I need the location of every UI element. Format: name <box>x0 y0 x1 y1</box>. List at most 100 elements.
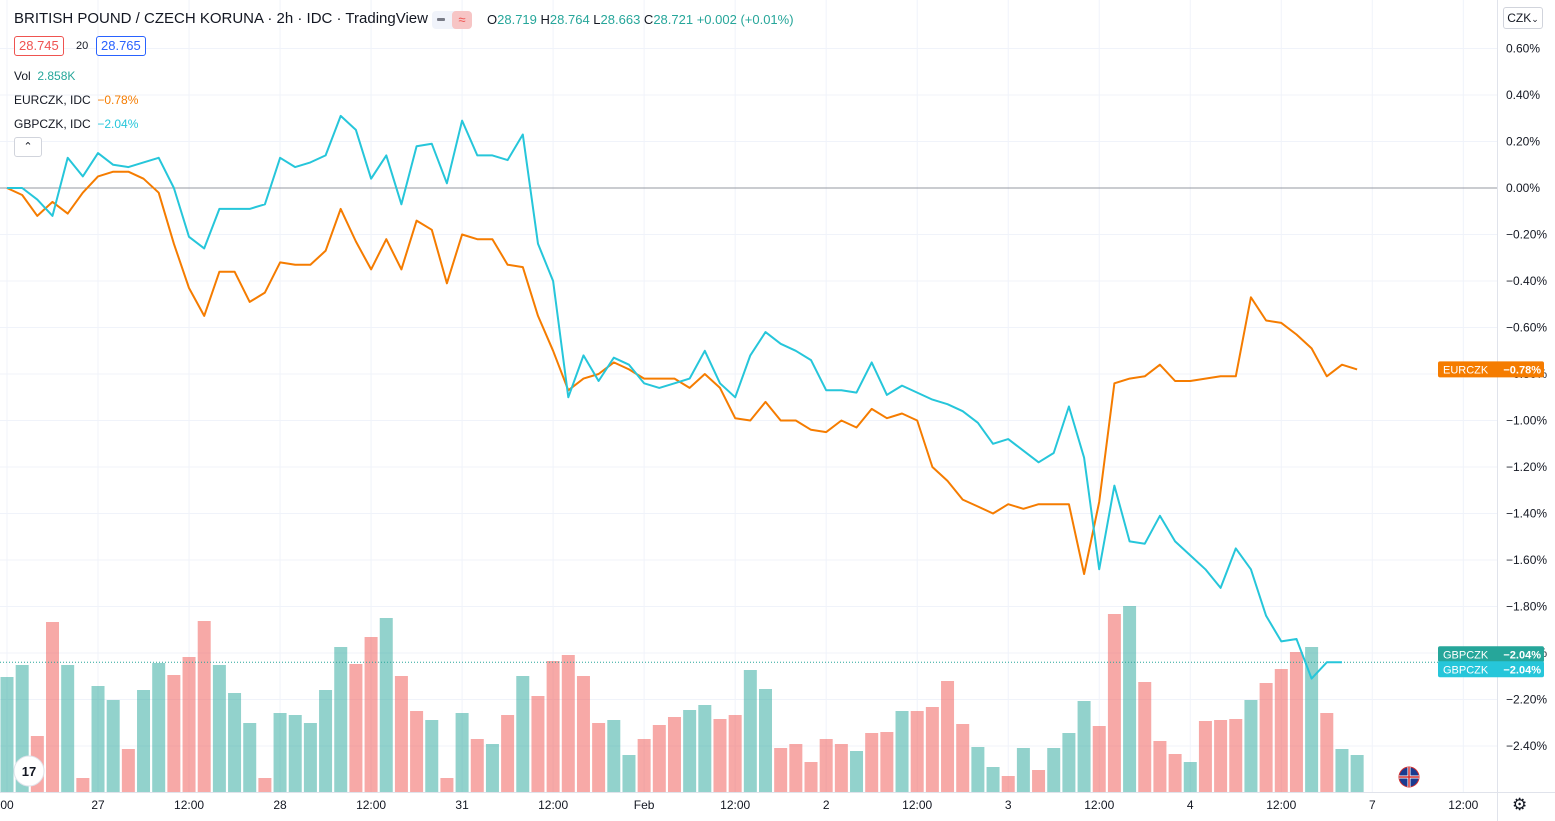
volume-bar <box>212 665 226 792</box>
volume-bar <box>455 713 469 792</box>
volume-bar <box>167 675 181 792</box>
volume-bar <box>652 725 666 792</box>
volume-bar <box>834 744 848 792</box>
volume-bar <box>349 664 363 792</box>
price-label-name: GBPCZK <box>1443 649 1489 661</box>
y-tick-label: −1.60% <box>1506 553 1547 567</box>
volume-bar <box>288 715 302 792</box>
volume-bar <box>425 720 439 792</box>
volume-bar <box>1062 733 1076 792</box>
x-tick-label: 7 <box>1369 798 1376 812</box>
y-tick-label: 0.20% <box>1506 135 1540 149</box>
volume-bar <box>956 724 970 792</box>
collapse-legend-button[interactable]: ⌃ <box>14 137 42 157</box>
y-tick-label: −1.00% <box>1506 414 1547 428</box>
y-tick-label: 0.60% <box>1506 42 1540 56</box>
legend-eurczk[interactable]: EURCZK, IDC −0.78% <box>14 93 139 107</box>
price-label-name: EURCZK <box>1443 364 1489 376</box>
gear-icon[interactable]: ⚙ <box>1512 795 1528 814</box>
volume-bar <box>1092 726 1106 792</box>
volume-bar <box>713 719 727 792</box>
y-tick-label: −0.40% <box>1506 274 1547 288</box>
volume-bar <box>303 723 317 792</box>
x-tick-label: 12:00 <box>1084 798 1114 812</box>
volume-legend[interactable]: Vol 2.858K <box>14 69 76 83</box>
y-tick-label: −2.40% <box>1506 739 1547 753</box>
volume-bar <box>470 739 484 792</box>
volume-bar <box>895 711 909 792</box>
volume-bar <box>698 705 712 792</box>
x-tick-label: 12:00 <box>720 798 750 812</box>
spread-value: 20 <box>76 40 89 52</box>
volume-bar <box>941 681 955 792</box>
volume-bar <box>607 720 621 792</box>
price-label-box <box>1438 661 1544 678</box>
price-label-value: −0.78% <box>1503 364 1541 376</box>
volume-bar <box>46 622 60 792</box>
compare-toggle[interactable]: ≈ <box>432 11 472 29</box>
volume-bar <box>531 696 545 792</box>
sell-price-button[interactable]: 28.745 <box>14 36 64 56</box>
volume-bar <box>379 618 393 792</box>
volume-bar <box>1259 683 1273 792</box>
minus-icon <box>437 18 445 21</box>
volume-bar <box>561 655 575 792</box>
volume-bar <box>485 744 499 792</box>
tradingview-logo-mark: 17 <box>22 764 36 779</box>
volume-bar <box>440 778 454 792</box>
price-label-value: −2.04% <box>1503 664 1541 676</box>
volume-bar <box>743 670 757 792</box>
volume-bar <box>137 690 151 792</box>
volume-bar <box>1305 647 1319 792</box>
x-tick-label: 12:00 <box>902 798 932 812</box>
tradingview-logo <box>13 755 45 787</box>
x-tick-label: 27 <box>91 798 105 812</box>
volume-bar <box>774 748 788 792</box>
volume-bar <box>1183 762 1197 792</box>
volume-bar <box>1244 700 1258 792</box>
volume-bar <box>61 665 75 792</box>
wave-icon: ≈ <box>452 11 472 29</box>
volume-bar <box>850 751 864 792</box>
chevron-down-icon: ⌄ <box>1531 14 1539 24</box>
volume-bar <box>243 723 257 792</box>
volume-bar <box>1350 755 1364 792</box>
volume-bar <box>925 707 939 792</box>
volume-bar <box>728 715 742 792</box>
price-label-box <box>1438 361 1544 378</box>
y-tick-label: −1.40% <box>1506 507 1547 521</box>
currency-selector[interactable]: CZK⌄ <box>1503 7 1543 29</box>
volume-bar <box>1289 652 1303 792</box>
y-tick-label: −2.20% <box>1506 693 1547 707</box>
ohlc-readout: O28.719 H28.764 L28.663 C28.721 +0.002 (… <box>487 12 794 27</box>
volume-bar <box>319 690 333 792</box>
y-tick-label: 0.40% <box>1506 88 1540 102</box>
volume-bar <box>273 713 287 792</box>
x-tick-label: 4 <box>1187 798 1194 812</box>
volume-bar <box>683 710 697 792</box>
price-label-box <box>1438 646 1544 663</box>
volume-bar <box>622 755 636 792</box>
price-label-name: GBPCZK <box>1443 664 1489 676</box>
volume-bar <box>197 621 211 792</box>
volume-bar <box>1214 720 1228 792</box>
volume-bar <box>501 715 515 792</box>
volume-bar <box>228 693 242 792</box>
x-tick-label: 12:00 <box>174 798 204 812</box>
volume-bar <box>364 637 378 792</box>
series-line-eurczk <box>6 170 1358 575</box>
volume-bar <box>1123 606 1137 792</box>
volume-bar <box>576 676 590 792</box>
volume-bar <box>880 732 894 792</box>
volume-bar <box>121 749 135 792</box>
y-tick-label: −0.20% <box>1506 228 1547 242</box>
volume-bar <box>1016 748 1030 792</box>
volume-bar <box>971 747 985 792</box>
x-tick-label: 3 <box>1005 798 1012 812</box>
buy-price-button[interactable]: 28.765 <box>96 36 146 56</box>
x-tick-label: 12:00 <box>356 798 386 812</box>
symbol-title[interactable]: BRITISH POUND / CZECH KORUNA · 2h · IDC … <box>14 10 428 27</box>
legend-gbpczk[interactable]: GBPCZK, IDC −2.04% <box>14 117 139 131</box>
y-tick-label: −1.80% <box>1506 600 1547 614</box>
